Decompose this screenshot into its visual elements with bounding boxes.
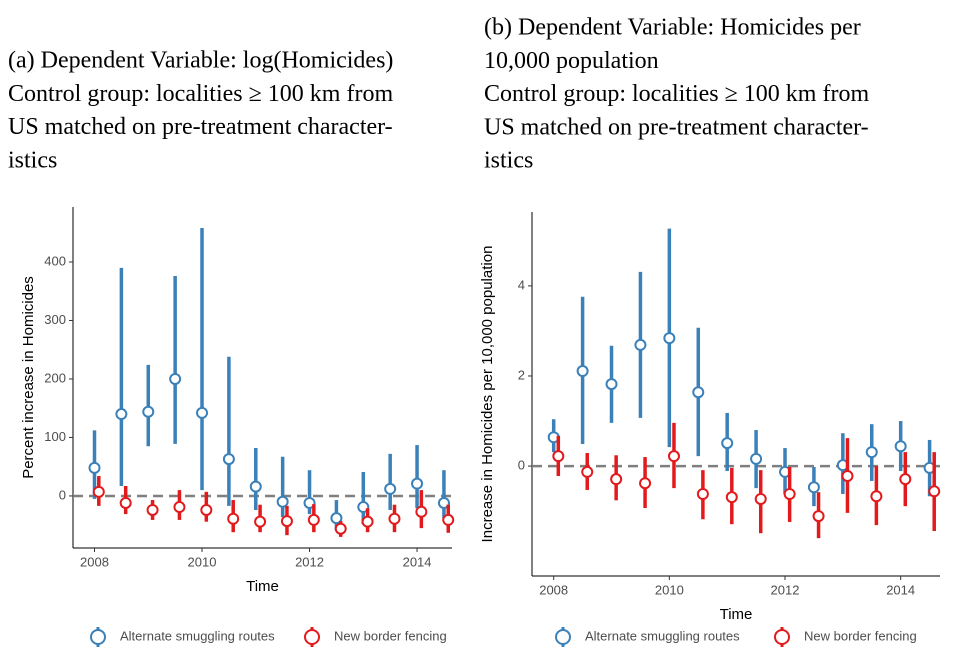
point bbox=[249, 480, 262, 493]
legend-key bbox=[304, 629, 320, 645]
point bbox=[196, 406, 209, 419]
point bbox=[928, 485, 941, 498]
point bbox=[865, 446, 878, 459]
point bbox=[357, 501, 370, 514]
point bbox=[639, 477, 652, 490]
legend-key bbox=[90, 629, 106, 645]
point bbox=[692, 386, 705, 399]
legend-label: New border fencing bbox=[804, 628, 917, 643]
y-axis-title: Increase in Homicides per 10,000 populat… bbox=[479, 246, 496, 543]
caption-line: (a) Dependent Variable: log(Homicides) bbox=[8, 48, 393, 74]
point bbox=[276, 495, 289, 508]
caption-line: US matched on pre-treatment character- bbox=[8, 114, 393, 140]
legend-label: Alternate smuggling routes bbox=[585, 628, 740, 643]
x-tick-label: 2008 bbox=[539, 582, 568, 597]
point bbox=[200, 503, 213, 516]
caption-line: istics bbox=[8, 147, 57, 173]
caption-line: istics bbox=[484, 148, 533, 174]
point bbox=[663, 332, 676, 345]
caption-line: (b) Dependent Variable: Homicides per bbox=[484, 15, 861, 41]
point bbox=[334, 522, 347, 535]
point bbox=[605, 378, 618, 391]
y-tick-label: 300 bbox=[44, 312, 66, 327]
point bbox=[92, 485, 105, 498]
caption-line: Control group: localities ≥ 100 km from bbox=[484, 81, 869, 107]
point bbox=[384, 482, 397, 495]
x-axis-title: Time bbox=[720, 606, 753, 623]
x-tick-label: 2014 bbox=[886, 582, 915, 597]
point bbox=[254, 515, 267, 528]
x-tick-label: 2012 bbox=[771, 582, 800, 597]
point bbox=[634, 338, 647, 351]
x-tick-label: 2014 bbox=[403, 554, 432, 569]
point bbox=[807, 481, 820, 494]
caption-line: Control group: localities ≥ 100 km from bbox=[8, 81, 393, 107]
point bbox=[696, 488, 709, 501]
point bbox=[303, 496, 316, 509]
point bbox=[812, 510, 825, 523]
point bbox=[388, 512, 401, 525]
y-tick-label: 2 bbox=[518, 367, 525, 382]
point bbox=[750, 452, 763, 465]
point bbox=[552, 450, 565, 463]
y-tick-label: 200 bbox=[44, 370, 66, 385]
point bbox=[88, 461, 101, 474]
point bbox=[330, 512, 343, 525]
point bbox=[841, 469, 854, 482]
x-tick-label: 2012 bbox=[295, 554, 324, 569]
y-tick-label: 0 bbox=[59, 487, 66, 502]
x-axis-title: Time bbox=[246, 578, 279, 595]
point bbox=[870, 490, 883, 503]
point bbox=[146, 503, 159, 516]
point bbox=[411, 477, 424, 490]
point bbox=[142, 405, 155, 418]
y-tick-label: 0 bbox=[518, 458, 525, 473]
point bbox=[169, 372, 182, 385]
point bbox=[783, 488, 796, 501]
point bbox=[576, 365, 589, 378]
point bbox=[173, 501, 186, 514]
point bbox=[667, 450, 680, 463]
point bbox=[581, 465, 594, 478]
caption-line: US matched on pre-treatment character- bbox=[484, 114, 869, 140]
x-tick-label: 2008 bbox=[80, 554, 109, 569]
x-tick-label: 2010 bbox=[188, 554, 217, 569]
point bbox=[280, 515, 293, 528]
point bbox=[899, 473, 912, 486]
point bbox=[361, 515, 374, 528]
point bbox=[437, 496, 450, 509]
legend-key bbox=[774, 629, 790, 645]
y-tick-label: 100 bbox=[44, 429, 66, 444]
y-tick-label: 4 bbox=[518, 277, 525, 292]
caption-line: 10,000 population bbox=[484, 48, 659, 74]
legend-label: New border fencing bbox=[334, 628, 447, 643]
point bbox=[610, 473, 623, 486]
point bbox=[307, 513, 320, 526]
point bbox=[222, 453, 235, 466]
legend-label: Alternate smuggling routes bbox=[120, 628, 275, 643]
point bbox=[754, 492, 767, 505]
point bbox=[119, 496, 132, 509]
legend-key bbox=[555, 629, 571, 645]
point bbox=[721, 437, 734, 450]
y-tick-label: 400 bbox=[44, 253, 66, 268]
point bbox=[115, 408, 128, 421]
point bbox=[725, 491, 738, 504]
point bbox=[227, 512, 240, 525]
y-axis-title: Percent increase in Homicides bbox=[20, 276, 37, 479]
point bbox=[442, 513, 455, 526]
point bbox=[415, 505, 428, 518]
x-tick-label: 2010 bbox=[655, 582, 684, 597]
point bbox=[894, 440, 907, 453]
